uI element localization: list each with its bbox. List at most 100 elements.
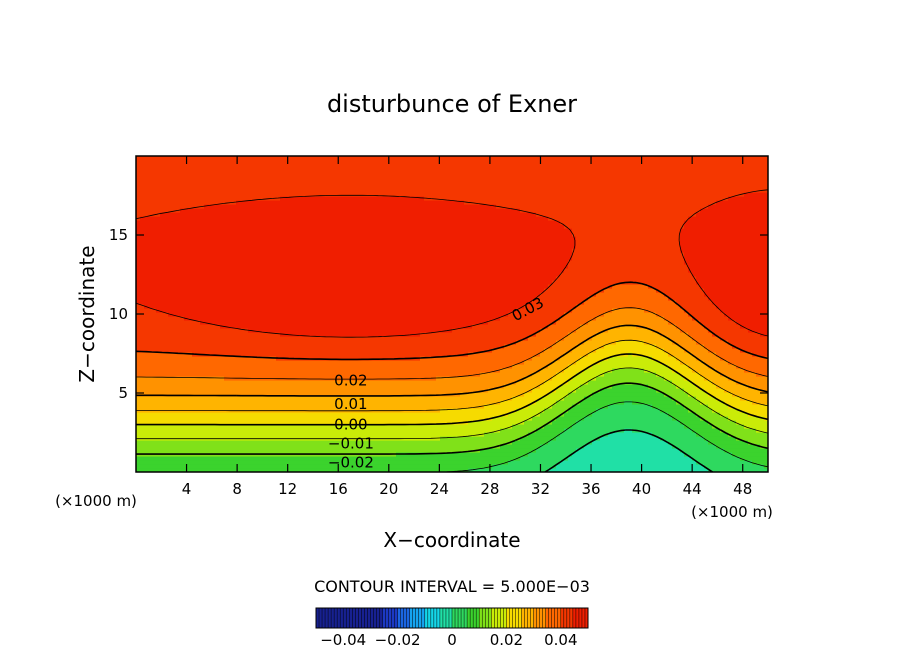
- field-cell: [356, 212, 361, 217]
- field-cell: [172, 244, 177, 249]
- field-cell: [212, 248, 217, 253]
- field-cell: [356, 184, 361, 189]
- field-cell: [176, 456, 181, 461]
- field-cell: [352, 364, 357, 369]
- field-cell: [304, 392, 309, 397]
- field-cell: [184, 268, 189, 273]
- field-cell: [252, 392, 257, 397]
- field-cell: [348, 468, 353, 472]
- field-cell: [304, 320, 309, 325]
- field-cell: [332, 352, 337, 357]
- field-cell: [212, 188, 217, 193]
- field-cell: [248, 416, 253, 421]
- field-cell: [192, 440, 197, 445]
- field-cell: [316, 240, 321, 245]
- field-cell: [240, 248, 245, 253]
- field-cell: [184, 372, 189, 377]
- field-cell: [284, 188, 289, 193]
- field-cell: [316, 232, 321, 237]
- field-cell: [304, 340, 309, 345]
- field-cell: [176, 400, 181, 405]
- field-cell: [344, 332, 349, 337]
- field-cell: [344, 328, 349, 333]
- field-cell: [232, 172, 237, 177]
- field-cell: [224, 184, 229, 189]
- field-cell: [376, 368, 381, 373]
- field-cell: [364, 460, 369, 465]
- field-cell: [288, 184, 293, 189]
- field-cell: [324, 232, 329, 237]
- field-cell: [332, 424, 337, 429]
- field-cell: [176, 256, 181, 261]
- field-cell: [264, 180, 269, 185]
- field-cell: [348, 168, 353, 173]
- field-cell: [340, 456, 345, 461]
- field-cell: [384, 412, 389, 417]
- field-cell: [336, 324, 341, 329]
- field-cell: [172, 272, 177, 277]
- field-cell: [200, 404, 205, 409]
- field-cell: [344, 180, 349, 185]
- field-cell: [204, 208, 209, 213]
- field-cell: [204, 428, 209, 433]
- field-cell: [196, 384, 201, 389]
- field-cell: [304, 284, 309, 289]
- field-cell: [224, 404, 229, 409]
- field-cell: [244, 440, 249, 445]
- field-cell: [292, 324, 297, 329]
- field-cell: [188, 220, 193, 225]
- field-cell: [340, 364, 345, 369]
- field-cell: [168, 156, 173, 161]
- field-cell: [256, 188, 261, 193]
- field-cell: [140, 160, 145, 165]
- field-cell: [172, 248, 177, 253]
- field-cell: [368, 252, 373, 257]
- field-cell: [332, 432, 337, 437]
- field-cell: [272, 336, 277, 341]
- field-cell: [224, 364, 229, 369]
- field-cell: [280, 228, 285, 233]
- field-cell: [280, 212, 285, 217]
- field-cell: [196, 456, 201, 461]
- field-cell: [368, 308, 373, 313]
- field-cell: [368, 168, 373, 173]
- field-cell: [292, 444, 297, 449]
- field-cell: [376, 156, 381, 161]
- field-cell: [308, 316, 313, 321]
- field-cell: [276, 240, 281, 245]
- field-cell: [164, 216, 169, 221]
- field-cell: [192, 260, 197, 265]
- field-cell: [184, 256, 189, 261]
- field-cell: [152, 248, 157, 253]
- field-cell: [236, 208, 241, 213]
- field-cell: [172, 276, 177, 281]
- field-cell: [156, 228, 161, 233]
- field-cell: [140, 164, 145, 169]
- field-cell: [360, 164, 365, 169]
- field-cell: [192, 396, 197, 401]
- field-cell: [160, 380, 165, 385]
- field-cell: [244, 420, 249, 425]
- field-cell: [372, 444, 377, 449]
- field-cell: [280, 216, 285, 221]
- field-cell: [316, 428, 321, 433]
- field-cell: [288, 220, 293, 225]
- field-cell: [248, 436, 253, 441]
- field-cell: [168, 332, 173, 337]
- field-cell: [156, 276, 161, 281]
- field-cell: [352, 212, 357, 217]
- field-cell: [184, 220, 189, 225]
- field-cell: [224, 420, 229, 425]
- field-cell: [256, 448, 261, 453]
- field-cell: [316, 304, 321, 309]
- field-cell: [192, 384, 197, 389]
- field-cell: [336, 176, 341, 181]
- field-cell: [324, 332, 329, 337]
- field-cell: [280, 204, 285, 209]
- field-cell: [384, 204, 389, 209]
- field-cell: [284, 208, 289, 213]
- field-cell: [288, 264, 293, 269]
- field-cell: [340, 296, 345, 301]
- field-cell: [368, 328, 373, 333]
- field-cell: [172, 412, 177, 417]
